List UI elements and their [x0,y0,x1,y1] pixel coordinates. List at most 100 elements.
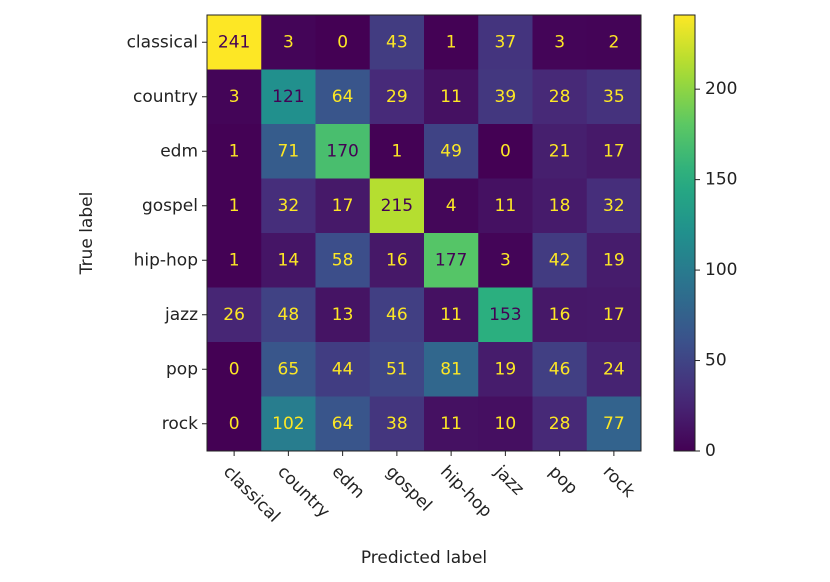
x-axis-label: Predicted label [361,548,487,568]
cell-value-label: 10 [495,414,517,434]
heatmap-cell [424,342,479,397]
heatmap-cell [315,233,371,288]
cell-value-label: 58 [332,250,354,270]
cell-value-label: 32 [278,196,300,216]
cell-value-label: 42 [549,250,571,270]
heatmap-cell [315,124,371,179]
heatmap-cell [207,233,262,288]
heatmap-cell [478,69,533,125]
cell-value-label: 1 [229,196,240,216]
cell-value-label: 43 [386,32,408,52]
heatmap-cell [315,342,371,397]
x-tick-label: rock [599,462,639,502]
heatmap-cell [207,124,262,179]
cell-value-label: 11 [440,305,462,325]
cell-value-label: 3 [283,32,294,52]
y-tick-label: jazz [164,305,198,325]
heatmap-cell [207,287,262,343]
heatmap-cell [532,69,588,125]
heatmap-cell [424,178,479,234]
heatmap-cell [478,287,533,343]
heatmap-cell [207,342,262,397]
heatmap-cell [586,233,642,288]
cell-value-label: 51 [386,359,408,379]
x-tick-label: gospel [382,462,436,516]
cell-value-label: 3 [500,250,511,270]
heatmap-cell [369,396,425,452]
heatmap-cell [478,342,533,397]
heatmap-cells [207,15,642,452]
cell-value-label: 11 [440,87,462,107]
cell-value-label: 3 [229,87,240,107]
cell-value-label: 13 [332,305,354,325]
heatmap-cell [261,342,316,397]
heatmap-cell [315,287,371,343]
cell-value-label: 3 [554,32,565,52]
y-tick-label: classical [127,32,198,52]
heatmap-cell [369,287,425,343]
cell-value-label: 1 [446,32,457,52]
heatmap-cell [532,396,588,452]
heatmap-cell [369,342,425,397]
heatmap-cell [586,342,642,397]
cell-value-label: 17 [603,305,625,325]
heatmap-cell [532,15,588,70]
heatmap-cell [478,15,533,70]
cell-value-label: 32 [603,196,625,216]
cell-value-label: 2 [608,32,619,52]
x-tick-label: pop [545,462,582,499]
heatmap-cell [261,396,316,452]
colorbar-tick-label: 100 [705,260,737,280]
cell-value-label: 46 [549,359,571,379]
heatmap-cell [586,124,642,179]
heatmap-cell [369,233,425,288]
cell-value-label: 1 [391,141,402,161]
heatmap-cell [478,124,533,179]
heatmap-cell [315,396,371,452]
cell-value-label: 17 [332,196,354,216]
cell-value-label: 17 [603,141,625,161]
heatmap-cell [369,124,425,179]
cell-value-label: 44 [332,359,354,379]
x-tick-label: classical [219,462,284,527]
x-tick-label: hip-hop [436,462,496,522]
heatmap-cell [424,124,479,179]
cell-value-label: 16 [386,250,408,270]
heatmap-cell [207,178,262,234]
heatmap-cell [424,15,479,70]
plot-frame [206,14,642,452]
cell-value-label: 28 [549,87,571,107]
cell-values: 241 3 0 43 1 37 3 23 121 64 29 11 39 28 351 71 170 1 49 0 21… [218,32,625,434]
cell-value-label: 81 [440,359,462,379]
cell-value-label: 71 [278,141,300,161]
heatmap-cell [532,233,588,288]
cell-value-label: 19 [603,250,625,270]
heatmap-cell [261,15,316,70]
cell-value-label: 18 [549,196,571,216]
cell-value-label: 21 [549,141,571,161]
y-axis-ticks: classical country edm gospel hip-hop jazz pop r… [127,32,207,434]
heatmap-cell [532,124,588,179]
cell-value-label: 121 [272,87,304,107]
cell-value-label: 0 [500,141,511,161]
cell-value-label: 177 [435,250,467,270]
y-tick-label: rock [162,414,198,434]
heatmap-cell [369,15,425,70]
cell-value-label: 46 [386,305,408,325]
colorbar-tick-label: 50 [705,351,727,371]
cell-value-label: 64 [332,87,354,107]
cell-value-label: 39 [495,87,517,107]
heatmap-cell [369,69,425,125]
cell-value-label: 35 [603,87,625,107]
cell-value-label: 64 [332,414,354,434]
colorbar-tick-label: 200 [705,79,737,99]
cell-value-label: 170 [326,141,358,161]
cell-value-label: 153 [489,305,521,325]
cell-value-label: 1 [229,250,240,270]
cell-value-label: 29 [386,87,408,107]
y-axis-label: True label [77,192,97,276]
heatmap-cell [586,287,642,343]
y-tick-label: gospel [142,196,198,216]
